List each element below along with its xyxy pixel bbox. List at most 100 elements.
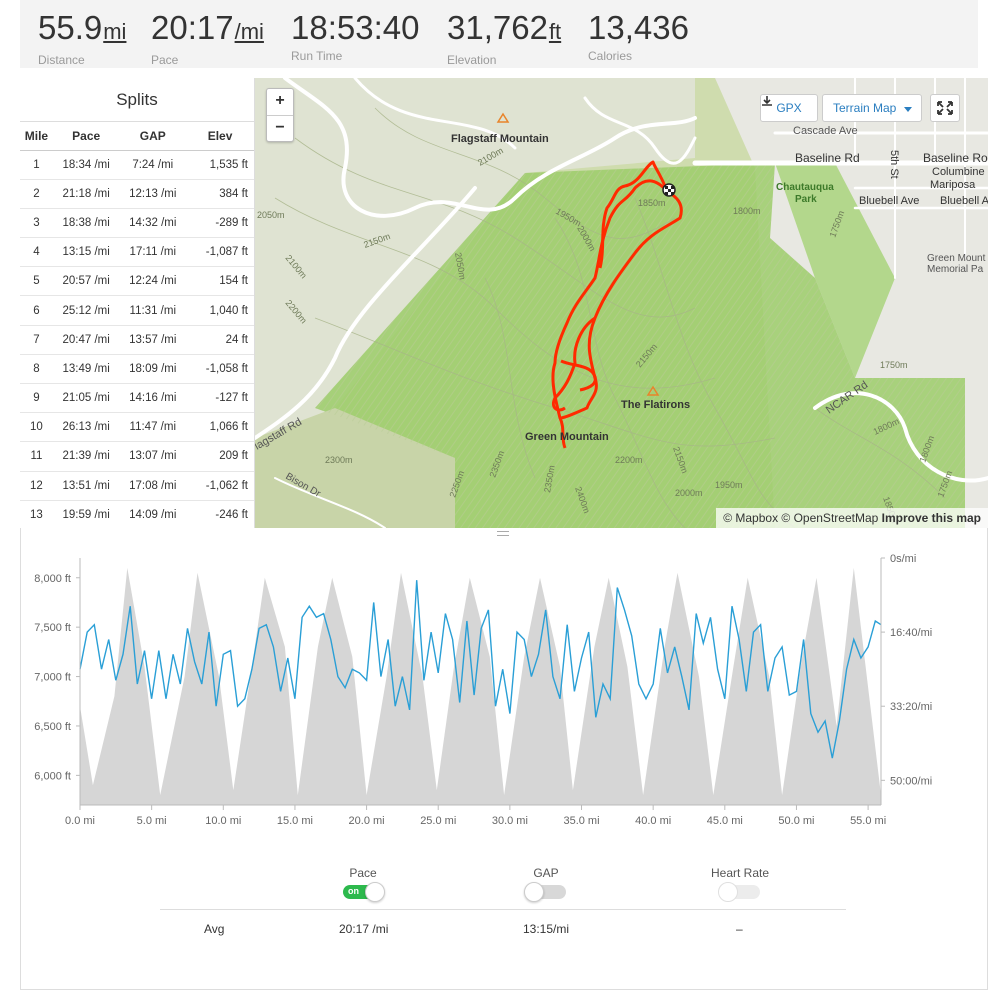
activity-stats-bar: 55.9mi Distance 20:17/mi Pace 18:53:40 R…: [20, 0, 978, 68]
x-tick-label: 40.0 mi: [635, 815, 671, 827]
avg-pace: 20:17 /mi: [339, 922, 389, 936]
split-row: 4 13:15 /mi 17:11 /mi -1,087 ft: [20, 237, 254, 268]
split-elev: 209 ft: [186, 441, 254, 472]
export-gpx-button[interactable]: GPX: [760, 94, 818, 122]
map-style-label: Terrain Map: [833, 101, 897, 115]
split-row: 9 21:05 /mi 14:16 /mi -127 ft: [20, 383, 254, 414]
stat-distance-value: 55.9: [38, 9, 103, 46]
split-pace: 21:05 /mi: [52, 383, 120, 414]
x-tick-label: 5.0 mi: [137, 815, 167, 827]
stat-distance: 55.9mi Distance: [38, 8, 126, 67]
split-row: 6 25:12 /mi 11:31 /mi 1,040 ft: [20, 295, 254, 326]
toggle-heart-rate: Heart Rate: [680, 866, 800, 902]
split-row: 5 20:57 /mi 12:24 /mi 154 ft: [20, 266, 254, 297]
contour-label: 1950m: [715, 480, 743, 490]
stat-run-time: 18:53:40 Run Time: [291, 8, 419, 63]
stat-elevation-unit[interactable]: ft: [548, 19, 562, 44]
x-tick-label: 45.0 mi: [707, 815, 743, 827]
chart-canvas[interactable]: 8,000 ft 7,500 ft 7,000 ft 6,500 ft 6,000 ft…: [20, 540, 988, 840]
x-tick-label: 25.0 mi: [420, 815, 456, 827]
x-tick-label: 35.0 mi: [563, 815, 599, 827]
pace-switch[interactable]: on: [343, 882, 385, 902]
splits-table: Mile Pace GAP Elev 1 18:34 /mi 7:24 /mi 1,5…: [20, 122, 254, 528]
split-pace: 20:47 /mi: [52, 325, 120, 355]
summit-road: [353, 78, 517, 150]
split-gap: 14:16 /mi: [119, 383, 187, 414]
zoom-out-button[interactable]: −: [267, 115, 293, 141]
split-row: 11 21:39 /mi 13:07 /mi 209 ft: [20, 441, 254, 472]
split-elev: -127 ft: [186, 383, 254, 414]
export-gpx-label: GPX: [776, 101, 802, 115]
y-left-tick-label: 7,500 ft: [34, 622, 71, 634]
switch-knob: [524, 882, 544, 902]
route-map[interactable]: Flagstaff Mountain Green Mountain The Fl…: [255, 78, 988, 528]
x-tick-label: 55.0 mi: [850, 815, 886, 827]
split-pace: 18:34 /mi: [52, 150, 120, 180]
split-gap: 12:24 /mi: [119, 266, 187, 297]
split-row: 2 21:18 /mi 12:13 /mi 384 ft: [20, 179, 254, 209]
attribution-text[interactable]: © Mapbox © OpenStreetMap: [723, 511, 879, 525]
split-mile: 12: [20, 471, 53, 501]
resize-handle[interactable]: [497, 531, 509, 536]
split-row: 7 20:47 /mi 13:57 /mi 24 ft: [20, 325, 254, 355]
stat-pace-value: 20:17: [151, 9, 234, 46]
split-mile: 7: [20, 325, 53, 355]
split-mile: 1: [20, 150, 53, 180]
split-pace: 19:59 /mi: [52, 500, 120, 528]
stat-pace-unit[interactable]: /mi: [234, 19, 264, 44]
peak-icon: [646, 385, 660, 396]
split-elev: -1,058 ft: [186, 354, 254, 385]
split-mile: 9: [20, 383, 53, 414]
split-gap: 13:57 /mi: [119, 325, 187, 355]
zoom-in-button[interactable]: +: [275, 92, 285, 109]
heart-rate-switch[interactable]: [718, 882, 760, 902]
contour-label: 2000m: [675, 488, 703, 498]
checkered-flag-icon: [665, 186, 674, 195]
peak-icon: [496, 112, 510, 123]
split-row: 12 13:51 /mi 17:08 /mi -1,062 ft: [20, 471, 254, 501]
elevation-pace-chart[interactable]: 8,000 ft 7,500 ft 7,000 ft 6,500 ft 6,000 ft…: [20, 540, 988, 840]
flagstaff-road-upper: [283, 78, 697, 218]
split-row: 3 18:38 /mi 14:32 /mi -289 ft: [20, 208, 254, 239]
y-left-tick-label: 6,500 ft: [34, 721, 71, 733]
pace-line: [79, 580, 882, 759]
roads: [255, 78, 988, 528]
zoom-controls: + −: [266, 88, 294, 142]
download-icon: [762, 96, 772, 106]
split-gap: 12:13 /mi: [119, 179, 187, 209]
terrain-map-canvas[interactable]: Flagstaff Mountain Green Mountain The Fl…: [255, 78, 988, 528]
stat-distance-unit[interactable]: mi: [103, 19, 127, 44]
y-left-tick-label: 8,000 ft: [34, 573, 71, 585]
gap-switch[interactable]: [524, 882, 566, 902]
splits-header-row: Mile Pace GAP Elev: [20, 122, 254, 151]
split-pace: 26:13 /mi: [52, 412, 120, 443]
split-row: 10 26:13 /mi 11:47 /mi 1,066 ft: [20, 412, 254, 443]
split-mile: 4: [20, 237, 53, 268]
split-elev: 24 ft: [186, 325, 254, 355]
toggle-heart-rate-label: Heart Rate: [710, 866, 770, 880]
split-mile: 6: [20, 295, 53, 326]
contour-label: 2300m: [325, 455, 353, 465]
split-pace: 18:38 /mi: [52, 208, 120, 239]
fullscreen-button[interactable]: [930, 94, 960, 122]
stat-calories-value: 13,436: [588, 9, 689, 46]
avg-gap: 13:15/mi: [523, 922, 570, 936]
split-mile: 2: [20, 179, 53, 209]
splits-header-elev: Elev: [186, 122, 254, 151]
split-pace: 13:15 /mi: [52, 237, 120, 268]
map-style-dropdown[interactable]: Terrain Map: [822, 94, 922, 122]
label-the-flatirons: The Flatirons: [621, 399, 690, 411]
split-pace: 13:49 /mi: [52, 354, 120, 385]
split-mile: 10: [20, 412, 53, 443]
contour-label: 2050m: [453, 252, 468, 281]
stat-run-time-label: Run Time: [291, 49, 343, 63]
label-mariposa: Mariposa: [930, 179, 976, 191]
split-pace: 21:39 /mi: [52, 441, 120, 472]
switchback-road: [583, 96, 697, 165]
stat-calories-label: Calories: [588, 49, 633, 63]
terrain-highland: [255, 78, 695, 438]
split-gap: 14:09 /mi: [119, 500, 187, 528]
improve-map-link[interactable]: Improve this map: [881, 511, 981, 525]
split-elev: -1,087 ft: [186, 237, 254, 268]
label-flagstaff-mountain: Flagstaff Mountain: [451, 133, 549, 145]
